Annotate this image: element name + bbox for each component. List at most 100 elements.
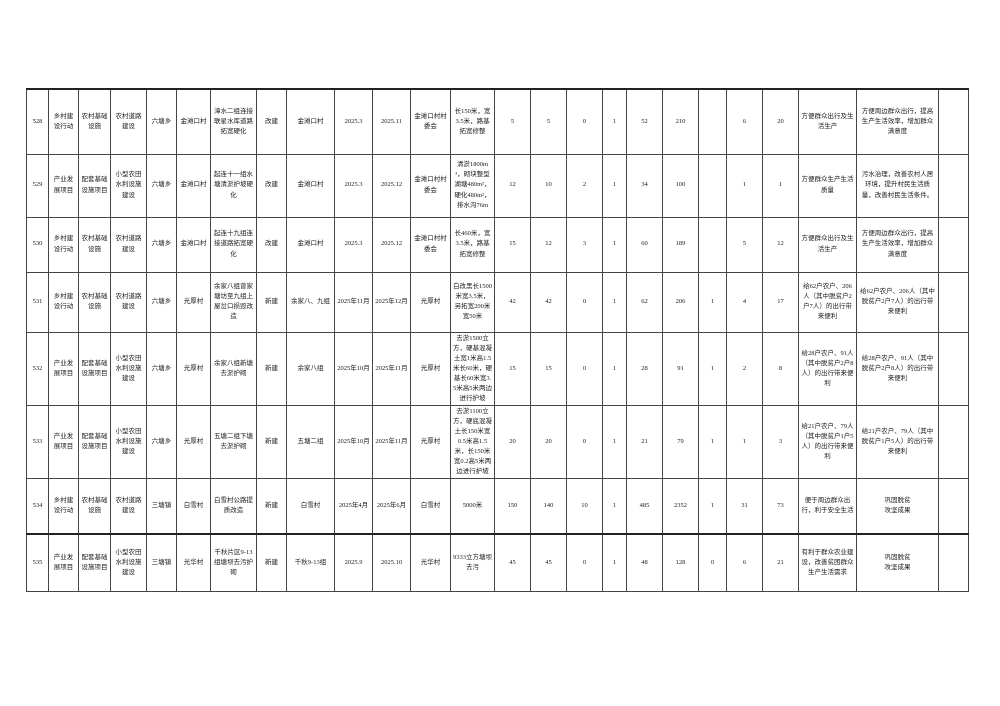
- table-cell: 1: [602, 478, 627, 535]
- table-cell: 千秋9-13组: [286, 532, 335, 593]
- table-cell: 配套基础设施项目: [78, 404, 111, 480]
- table-cell: 15: [530, 331, 567, 406]
- table-cell: 给21户农户、79人（其中脱贫户1户5人）的出行带来便利: [798, 404, 857, 480]
- table-cell: 150: [494, 478, 531, 535]
- table-cell: 小型农田水利设施建设: [110, 532, 147, 593]
- table-cell: 5000米: [450, 478, 495, 535]
- table-cell: 农村道路建设: [110, 216, 147, 273]
- table-cell: 乡村建设行动: [48, 216, 79, 273]
- table-cell: 产业发展项目: [48, 404, 79, 480]
- table-cell: 长460米，宽3.5米，路基拓宽修整: [450, 216, 495, 273]
- table-cell: 小型农田水利设施建设: [110, 153, 147, 218]
- table-cell: 60: [626, 216, 663, 273]
- table-cell: 1: [698, 271, 727, 333]
- table-cell: [938, 404, 969, 480]
- table-cell: 配套基础设施项目: [78, 153, 111, 218]
- table-row: 533 产业发展项目 配套基础设施项目 小型农田水利设施建设 六塘乡 光厚村 五塘二组下塘去…: [26, 404, 969, 480]
- table-cell: 42: [494, 271, 531, 333]
- table-cell: 污水治理，改善农村人居环境，提升村民生活质量，改善村民生活条件。: [856, 153, 939, 218]
- table-cell: 4: [726, 271, 763, 333]
- table-cell: 农村道路建设: [110, 271, 147, 333]
- table-cell: 1: [602, 532, 627, 593]
- table-cell: 1: [698, 331, 727, 406]
- table-cell: 3: [762, 404, 799, 480]
- table-cell: 方便周边群众出行，提高生产生活效率，增加群众满意度: [856, 216, 939, 273]
- table-cell: [938, 88, 969, 155]
- table-cell: 2025年6月: [372, 478, 411, 535]
- table-cell: 去淤1100立方，硬底混凝土长150米宽0.5米高1.5米，长150米宽0.2高…: [450, 404, 495, 480]
- table-cell: 余家八组曾家塘坊至九组上屋岔口损毁改造: [210, 271, 257, 333]
- table-cell: 2025年10月: [334, 404, 373, 480]
- table-cell: 1: [602, 216, 627, 273]
- table-cell: 3: [566, 216, 603, 273]
- table-cell: 有利于群众农业建设，改善贫困群众生产生活需求: [798, 532, 857, 593]
- table-cell: 0: [566, 532, 603, 593]
- table-cell: 10: [566, 478, 603, 535]
- table-cell: 农村基础设施: [78, 271, 111, 333]
- table-cell: 31: [726, 478, 763, 535]
- table-cell: 长150米，宽3.5米，路基拓宽修整: [450, 88, 495, 155]
- table-cell: 0: [698, 532, 727, 593]
- table-cell: 金滩口村: [176, 153, 211, 218]
- table-cell: 34: [626, 153, 663, 218]
- table-cell: 改建: [256, 88, 287, 155]
- table-cell: 光厚村: [176, 331, 211, 406]
- table-cell: 0: [566, 271, 603, 333]
- table-cell: 0: [566, 88, 603, 155]
- table-cell: 光厚村: [176, 271, 211, 333]
- table-cell: 0: [566, 331, 603, 406]
- table-cell: 便于周边群众出行，利于安全生活: [798, 478, 857, 535]
- table-cell: 2025.9: [334, 532, 373, 593]
- table-cell: 532: [26, 331, 49, 406]
- table-cell: 白雪村: [286, 478, 335, 535]
- table-cell: 金滩口村村委会: [410, 216, 451, 273]
- table-cell: 白改黑长1500米宽3.5米，另拓宽200米宽50米: [450, 271, 495, 333]
- table-cell: 530: [26, 216, 49, 273]
- table-cell: 给28户农户、91人（其中脱贫户2户8人）的出行带来便利: [856, 331, 939, 406]
- table-cell: 2025.3: [334, 153, 373, 218]
- table-cell: 21: [762, 532, 799, 593]
- table-cell: 0: [566, 404, 603, 480]
- table-cell: 535: [26, 532, 49, 593]
- table-cell: 1: [726, 153, 763, 218]
- table-cell: 79: [662, 404, 699, 480]
- table-cell: 1: [602, 404, 627, 480]
- table-cell: 产业发展项目: [48, 331, 79, 406]
- table-cell: 给62户农户、206人（其中脱贫户2户7人）的出行带来便利: [798, 271, 857, 333]
- table-cell: 千秋片区9-13组塘坝去污护砌: [210, 532, 257, 593]
- table-cell: 余家八组: [286, 331, 335, 406]
- table-cell: [938, 153, 969, 218]
- table-cell: 2025年10月: [334, 331, 373, 406]
- table-cell: 改建: [256, 216, 287, 273]
- table-cell: 1: [602, 271, 627, 333]
- table-cell: 2025.3: [334, 216, 373, 273]
- table-cell: [938, 216, 969, 273]
- table-cell: 100: [662, 153, 699, 218]
- table-cell: 农村基础设施: [78, 478, 111, 535]
- table-cell: 配套基础设施项目: [78, 331, 111, 406]
- table-cell: 金滩口村: [286, 216, 335, 273]
- table-cell: 白雪村: [176, 478, 211, 535]
- table-cell: [698, 88, 727, 155]
- table-cell: 2025年11月: [334, 271, 373, 333]
- table-cell: 9333立方塘坝去污: [450, 532, 495, 593]
- table-cell: 农村道路建设: [110, 88, 147, 155]
- table-cell: 15: [494, 216, 531, 273]
- table-cell: 20: [494, 404, 531, 480]
- table-cell: 2025年4月: [334, 478, 373, 535]
- table-cell: 新建: [256, 532, 287, 593]
- table-cell: 金滩口村村委会: [410, 153, 451, 218]
- table-cell: 2025年11月: [372, 331, 411, 406]
- table-cell: 小型农田水利设施建设: [110, 404, 147, 480]
- table-cell: 12: [494, 153, 531, 218]
- table-cell: 给62户农户、206人（其中脱贫户2户7人）的出行带来便利: [856, 271, 939, 333]
- table-cell: 6: [726, 88, 763, 155]
- table-cell: 方便群众出行及生活生产: [798, 216, 857, 273]
- table-cell: 六塘乡: [146, 271, 177, 333]
- table-cell: 210: [662, 88, 699, 155]
- table-cell: 2025.11: [372, 88, 411, 155]
- table-cell: [698, 216, 727, 273]
- table-cell: 三塘镇: [146, 532, 177, 593]
- table-cell: 1: [726, 404, 763, 480]
- table-cell: 起连十九组连接道路拓宽硬化: [210, 216, 257, 273]
